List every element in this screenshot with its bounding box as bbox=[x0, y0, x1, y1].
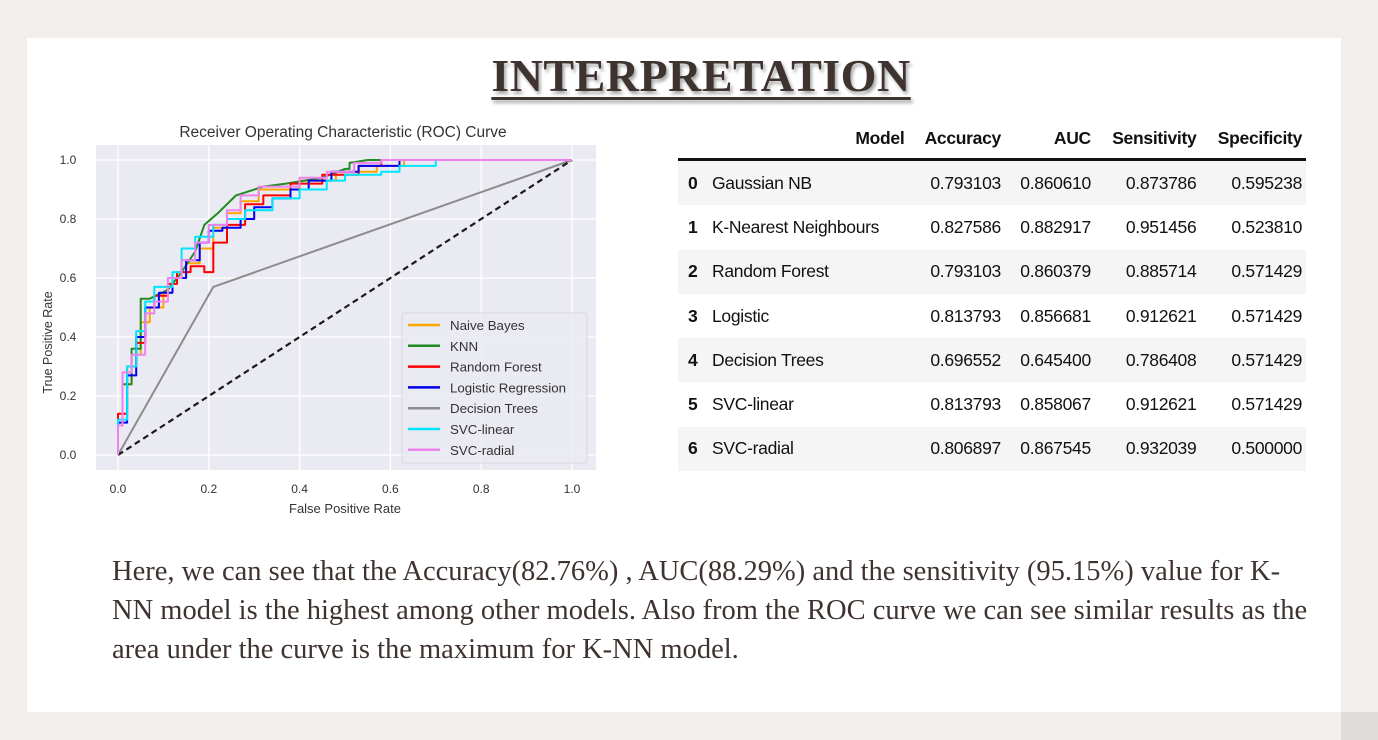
auc-cell: 0.860379 bbox=[1020, 261, 1091, 282]
interpretation-paragraph: Here, we can see that the Accuracy(82.76… bbox=[112, 556, 1308, 665]
roc-chart: 0.0 0.2 0.4 0.6 0.8 1.0 0.0 0.2 0.4 0.6 0.8 1.0 Rece… bbox=[41, 124, 596, 516]
auc-cell: 0.858067 bbox=[1020, 394, 1091, 415]
model-name: K-Nearest Neighbours bbox=[712, 216, 880, 237]
auc-cell: 0.645400 bbox=[1020, 349, 1091, 370]
model-name: Gaussian NB bbox=[712, 172, 812, 193]
sensitivity-cell: 0.786408 bbox=[1125, 349, 1197, 370]
row-index: 6 bbox=[688, 438, 698, 459]
auc-cell: 0.856681 bbox=[1020, 305, 1091, 326]
y-axis-label: True Positive Rate bbox=[41, 291, 55, 393]
y-tick-label: 1.0 bbox=[60, 153, 77, 167]
y-tick-label: 0.4 bbox=[60, 330, 77, 344]
sensitivity-cell: 0.951456 bbox=[1125, 216, 1197, 237]
row-index: 3 bbox=[688, 305, 698, 326]
row-index: 1 bbox=[688, 216, 698, 237]
accuracy-cell: 0.696552 bbox=[930, 349, 1001, 370]
legend-label: KNN bbox=[450, 339, 478, 354]
specificity-cell: 0.523810 bbox=[1231, 216, 1302, 237]
x-tick-label: 0.2 bbox=[200, 482, 217, 496]
results-table: Model Accuracy AUC Sensitivity Specifici… bbox=[678, 118, 1306, 472]
header-sensitivity: Sensitivity bbox=[1112, 127, 1197, 148]
model-name: Decision Trees bbox=[712, 349, 824, 370]
legend-label: Naive Bayes bbox=[450, 318, 525, 333]
auc-cell: 0.882917 bbox=[1020, 216, 1091, 237]
x-tick-label: 0.4 bbox=[291, 482, 308, 496]
auc-cell: 0.860610 bbox=[1020, 172, 1091, 193]
legend-label: Logistic Regression bbox=[450, 380, 566, 395]
table-row: 4 Decision Trees 0.696552 0.645400 0.786… bbox=[678, 338, 1306, 383]
x-tick-label: 0.6 bbox=[382, 482, 399, 496]
accuracy-cell: 0.813793 bbox=[930, 394, 1001, 415]
legend-label: Decision Trees bbox=[450, 401, 538, 416]
chart-title: Receiver Operating Characteristic (ROC) … bbox=[179, 124, 506, 141]
sensitivity-cell: 0.912621 bbox=[1125, 305, 1197, 326]
header-auc: AUC bbox=[1053, 127, 1091, 148]
sensitivity-cell: 0.873786 bbox=[1125, 172, 1197, 193]
model-name: Random Forest bbox=[712, 261, 829, 282]
chance-diagonal-line bbox=[117, 159, 573, 456]
table-row: 5 SVC-linear 0.813793 0.858067 0.912621 … bbox=[678, 382, 1306, 426]
specificity-cell: 0.500000 bbox=[1231, 438, 1302, 459]
model-name: Logistic bbox=[712, 305, 769, 326]
legend-label: SVC-linear bbox=[450, 422, 515, 437]
legend-box bbox=[401, 312, 588, 464]
row-index: 0 bbox=[688, 172, 698, 193]
y-tick-label: 0.6 bbox=[60, 271, 77, 285]
accuracy-cell: 0.813793 bbox=[930, 305, 1001, 326]
accuracy-cell: 0.793103 bbox=[930, 261, 1001, 282]
accuracy-cell: 0.827586 bbox=[930, 216, 1001, 237]
specificity-cell: 0.571429 bbox=[1231, 305, 1302, 326]
specificity-cell: 0.571429 bbox=[1231, 261, 1302, 282]
roc-line-svc-radial bbox=[117, 159, 572, 455]
table-row: 0 Gaussian NB 0.793103 0.860610 0.873786… bbox=[678, 159, 1306, 206]
row-index: 4 bbox=[688, 349, 698, 370]
legend-label: Random Forest bbox=[450, 360, 542, 375]
sensitivity-cell: 0.885714 bbox=[1125, 261, 1197, 282]
header-model: Model bbox=[855, 127, 905, 148]
table-row: 6 SVC-radial 0.806897 0.867545 0.932039 … bbox=[678, 426, 1306, 472]
specificity-cell: 0.595238 bbox=[1231, 172, 1302, 193]
roc-line-decision-trees bbox=[117, 159, 573, 456]
corner-tab bbox=[1341, 712, 1378, 740]
model-name: SVC-radial bbox=[712, 438, 794, 459]
specificity-cell: 0.571429 bbox=[1231, 394, 1302, 415]
row-index: 2 bbox=[688, 261, 698, 282]
table-row: 2 Random Forest 0.793103 0.860379 0.8857… bbox=[678, 249, 1306, 294]
header-specificity: Specificity bbox=[1217, 127, 1303, 148]
sensitivity-cell: 0.932039 bbox=[1125, 438, 1197, 459]
table-header-row: Model Accuracy AUC Sensitivity Specifici… bbox=[678, 118, 1306, 160]
page-title: INTERPRETATION bbox=[491, 50, 911, 101]
accuracy-cell: 0.793103 bbox=[930, 172, 1001, 193]
header-accuracy: Accuracy bbox=[924, 127, 1002, 148]
auc-cell: 0.867545 bbox=[1020, 438, 1091, 459]
table-row: 3 Logistic 0.813793 0.856681 0.912621 0.… bbox=[678, 294, 1306, 338]
sensitivity-cell: 0.912621 bbox=[1125, 394, 1197, 415]
header-index bbox=[678, 118, 708, 160]
x-axis-label: False Positive Rate bbox=[289, 501, 401, 516]
y-tick-label: 0.8 bbox=[60, 212, 77, 226]
specificity-cell: 0.571429 bbox=[1231, 349, 1302, 370]
x-tick-label: 0.0 bbox=[110, 482, 127, 496]
x-tick-label: 1.0 bbox=[564, 482, 581, 496]
legend-label: SVC-radial bbox=[450, 443, 514, 458]
model-name: SVC-linear bbox=[712, 394, 794, 415]
table-row: 1 K-Nearest Neighbours 0.827586 0.882917… bbox=[678, 205, 1306, 249]
accuracy-cell: 0.806897 bbox=[930, 438, 1001, 459]
y-tick-label: 0.2 bbox=[60, 389, 77, 403]
y-tick-label: 0.0 bbox=[60, 448, 77, 462]
row-index: 5 bbox=[688, 394, 698, 415]
x-tick-label: 0.8 bbox=[473, 482, 490, 496]
